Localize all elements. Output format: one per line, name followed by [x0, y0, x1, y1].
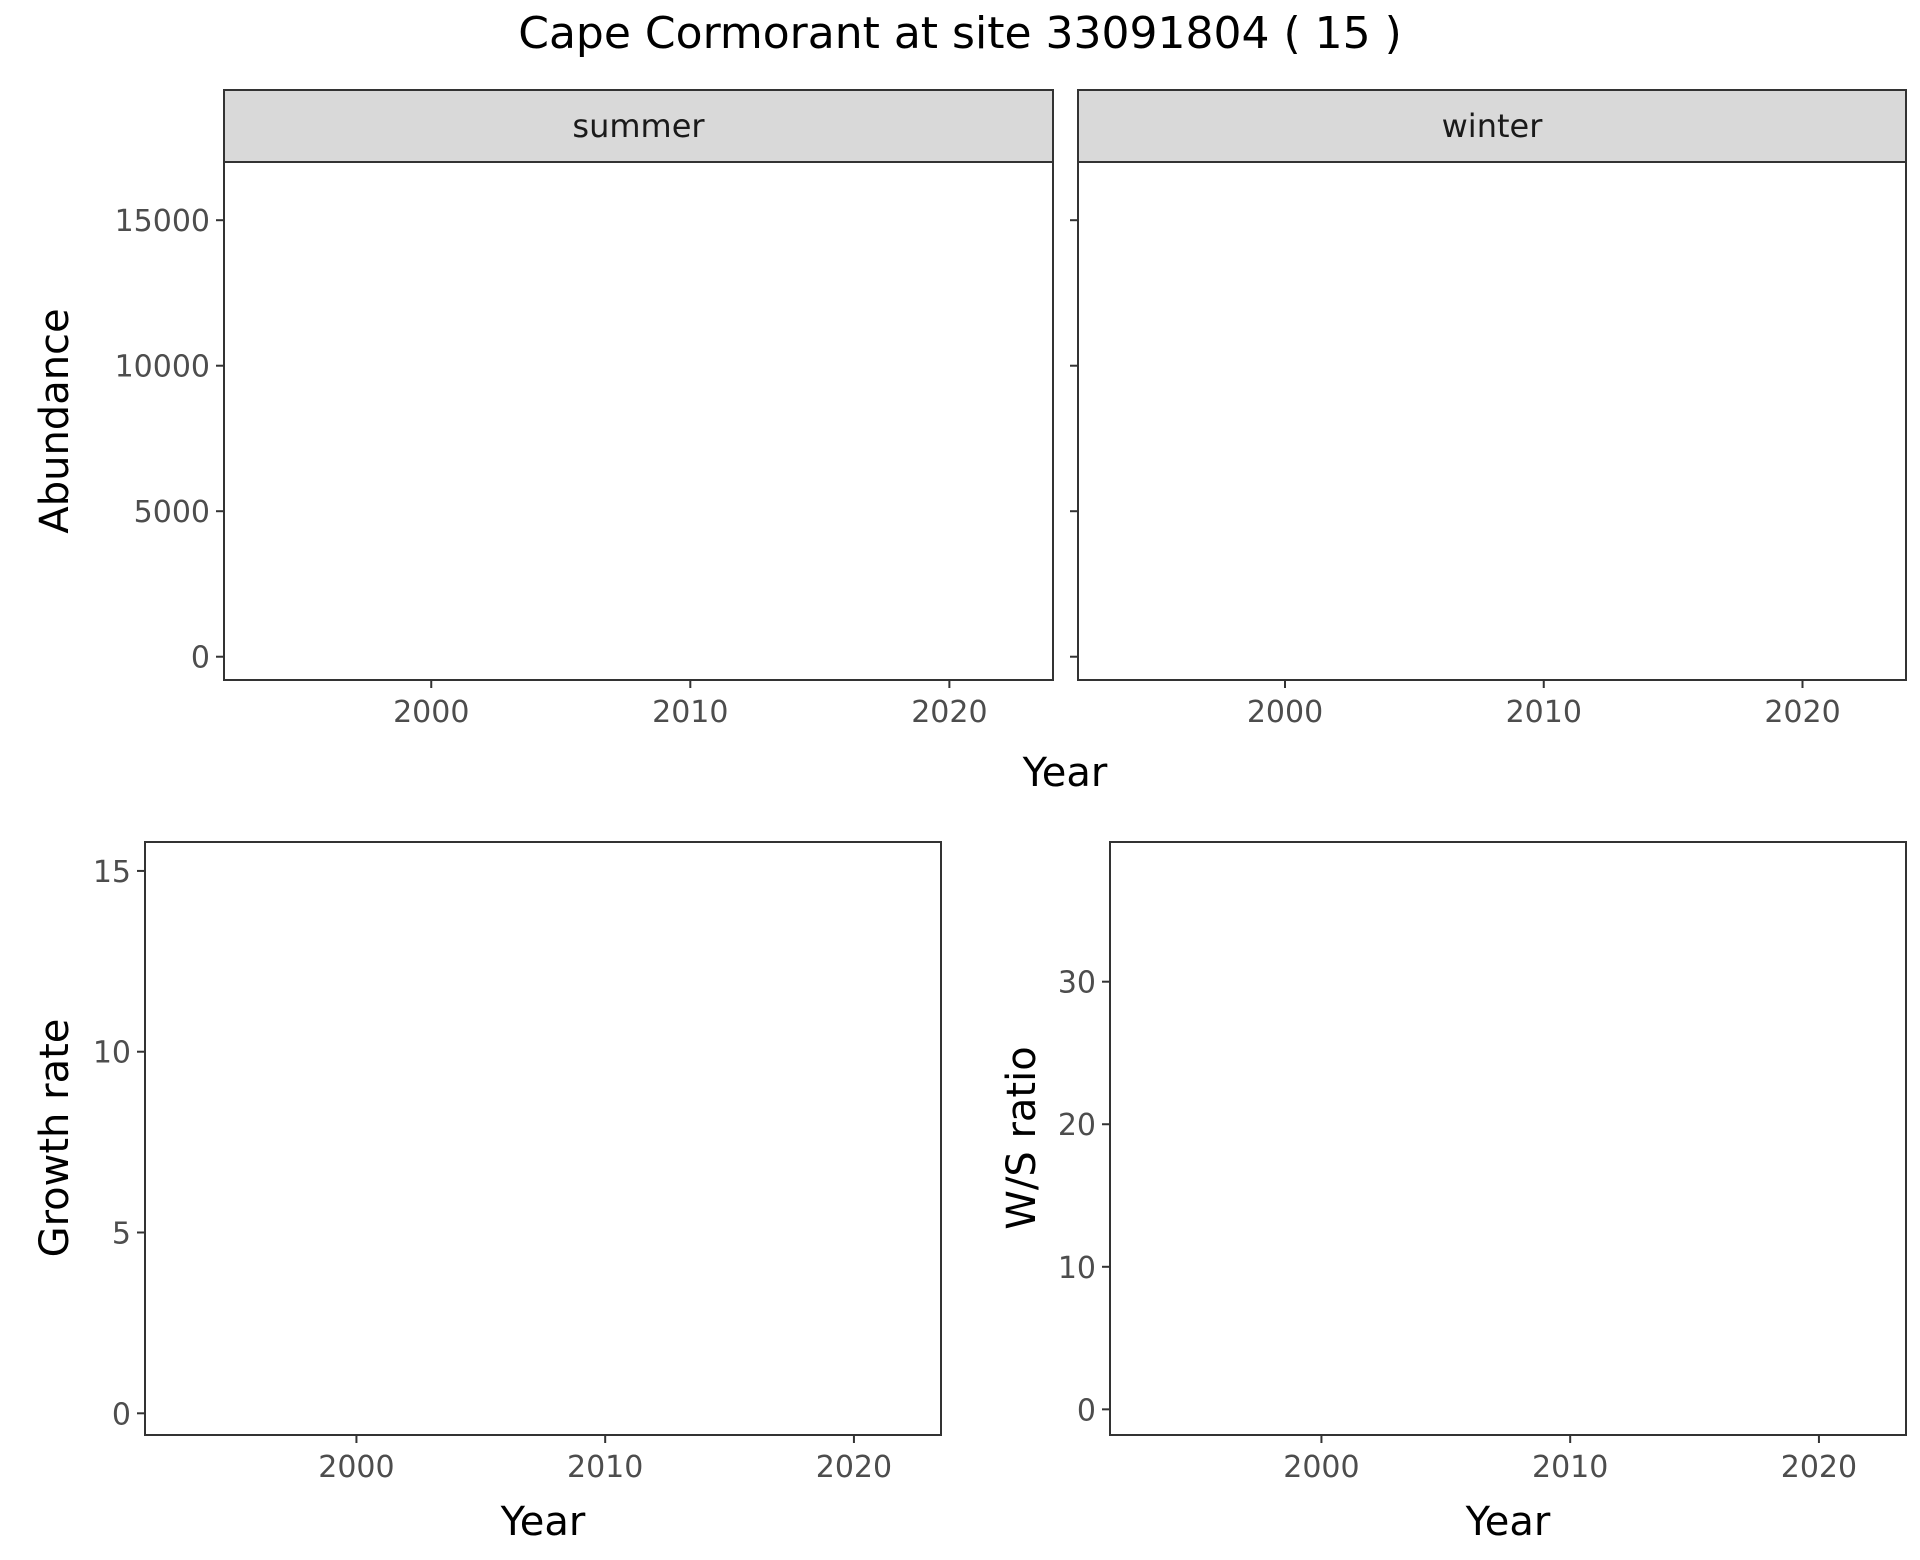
y-tick-label: 30 — [1058, 966, 1096, 1001]
x-axis-title: Year — [1465, 1499, 1551, 1545]
y-tick-label: 10 — [1058, 1251, 1096, 1286]
facet-label: summer — [572, 107, 705, 145]
facet-strip — [223, 89, 1054, 163]
x-tick-label: 2000 — [1247, 695, 1323, 730]
y-tick-label: 15000 — [115, 204, 210, 239]
x-tick-label: 2000 — [1283, 1450, 1359, 1485]
y-tick-label: 10 — [93, 1036, 131, 1071]
y-tick-label: 0 — [112, 1397, 131, 1432]
panel-border — [1077, 161, 1907, 681]
x-tick-label: 2000 — [393, 695, 469, 730]
chart-title: Cape Cormorant at site 33091804 ( 15 ) — [518, 8, 1401, 59]
y-tick-label: 20 — [1058, 1108, 1096, 1143]
x-tick-label: 2020 — [816, 1450, 892, 1485]
x-tick-label: 2010 — [652, 695, 728, 730]
y-axis-title: Growth rate — [32, 1019, 78, 1258]
y-tick-label: 10000 — [115, 350, 210, 385]
chart-panel-2: winter 2000 2010 2020 — [1070, 89, 1907, 730]
y-tick-label: 0 — [191, 641, 210, 676]
chart-panel-1: summer 2000 2010 2020 0 5000 10000 15000 Abundan… — [32, 89, 1054, 730]
y-tick-label: 5000 — [134, 495, 210, 530]
y-tick-label: 15 — [93, 855, 131, 890]
x-tick-label: 2010 — [1532, 1450, 1608, 1485]
panel-border — [223, 161, 1054, 681]
x-tick-label: 2020 — [1764, 695, 1840, 730]
y-axis-title: W/S ratio — [999, 1046, 1045, 1229]
facet-label: winter — [1442, 107, 1544, 145]
x-tick-label: 2010 — [567, 1450, 643, 1485]
top-x-axis-title: Year — [1022, 750, 1108, 796]
panel-border — [1109, 841, 1907, 1436]
x-tick-label: 2020 — [911, 695, 987, 730]
chart-panel-3: 2000 2010 2020 0 5 10 15 Growth rate Year — [32, 841, 942, 1545]
y-axis-title: Abundance — [32, 308, 78, 533]
panel-border — [144, 841, 942, 1436]
y-tick-label: 0 — [1077, 1393, 1096, 1428]
y-tick-label: 5 — [112, 1217, 131, 1252]
x-tick-label: 2010 — [1506, 695, 1582, 730]
x-axis-title: Year — [500, 1499, 586, 1545]
x-tick-label: 2020 — [1781, 1450, 1857, 1485]
x-tick-label: 2000 — [318, 1450, 394, 1485]
chart-panel-4: 2000 2010 2020 0 10 20 30 W/S ratio Year — [999, 841, 1907, 1545]
facet-strip — [1077, 89, 1907, 163]
